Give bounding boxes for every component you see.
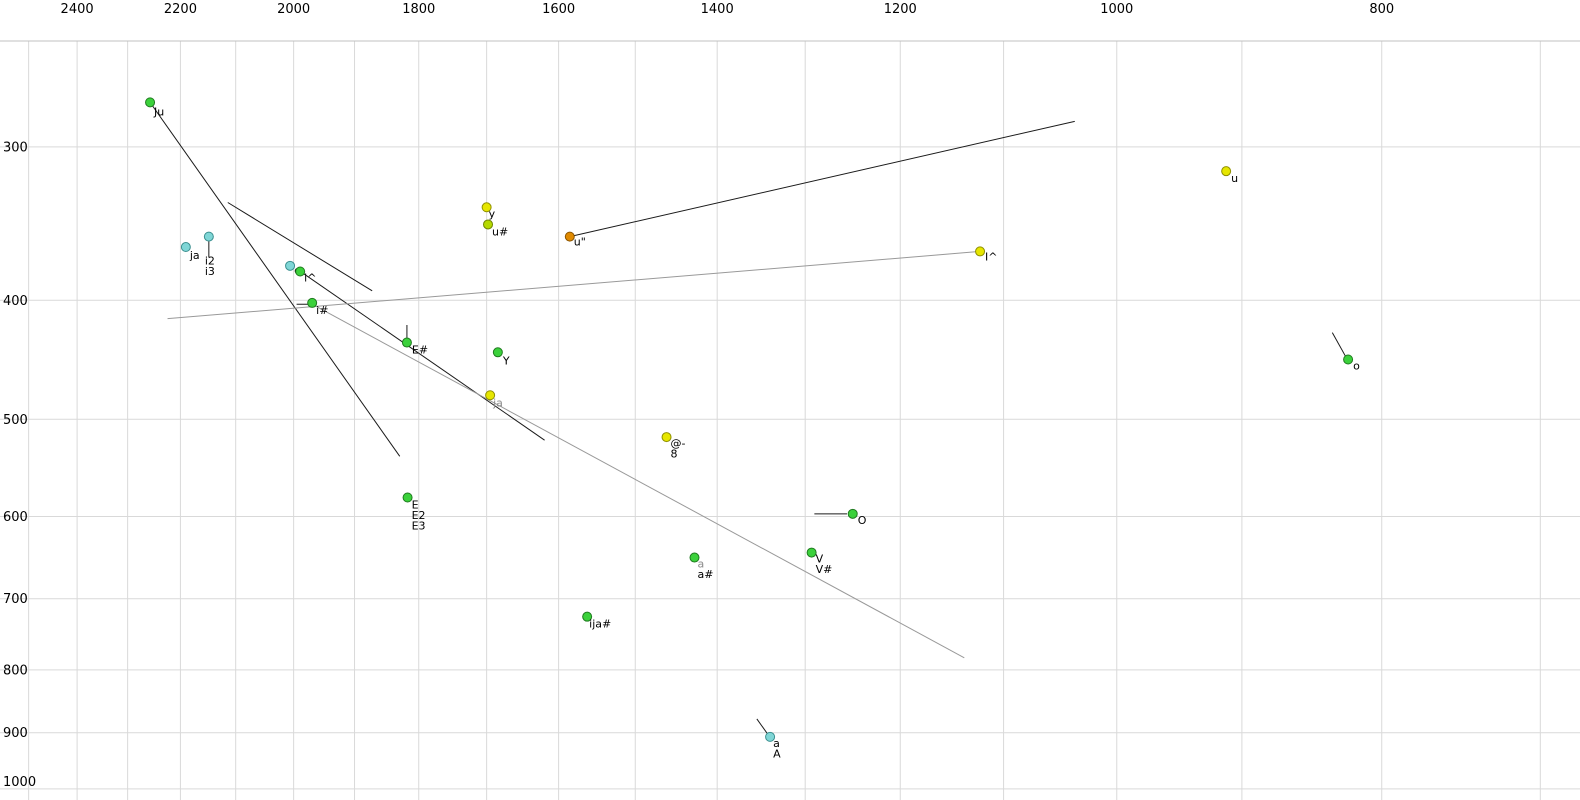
vowel-label-Ju-0: Ju: [153, 105, 164, 118]
vowel-dot-ja-2[interactable]: [485, 390, 496, 401]
data-point-o[interactable]: o: [1343, 354, 1361, 373]
vowel-label-ija-0: ija#: [589, 618, 611, 631]
vowel-label-u-0: u: [1231, 172, 1238, 185]
data-point-at[interactable]: @-8: [661, 432, 686, 461]
tick-label-y-600: 600: [3, 510, 28, 525]
vowel-dot-a-sh[interactable]: [689, 552, 700, 563]
tick-label-x-1400: 1400: [701, 2, 734, 17]
trajectory-traj-u-dq: [569, 120, 1075, 238]
data-point-ija[interactable]: ija#: [582, 611, 612, 631]
vowel-label-E-sh-0: E#: [412, 344, 428, 357]
data-point-aA[interactable]: aA: [765, 731, 782, 760]
vowel-dot-E-sh[interactable]: [401, 337, 412, 348]
vowel-label-E-2: E3: [412, 519, 426, 532]
data-point-E-sh[interactable]: E#: [401, 337, 428, 357]
tick-label-x-2000: 2000: [277, 2, 310, 17]
tick-label-x-2200: 2200: [164, 2, 197, 17]
trajectory-traj-mid: [302, 272, 545, 441]
vowel-dot-y[interactable]: [481, 202, 492, 213]
vowel-dot-I-hat[interactable]: [975, 246, 986, 257]
vowel-label-at-1: 8: [671, 448, 678, 461]
trajectory-traj-gray-up: [167, 250, 981, 320]
vowel-label-a-sh-1: a#: [698, 568, 714, 581]
tick-label-y-1000: 1000: [3, 775, 36, 790]
vowel-dot-e[interactable]: [285, 260, 296, 271]
vowel-label-o-0: o: [1353, 360, 1360, 373]
data-point-a-sh[interactable]: aa#: [689, 552, 714, 581]
data-point-ja-2[interactable]: ja: [485, 390, 503, 410]
data-point-u-dq[interactable]: u": [564, 231, 586, 249]
vowel-label-V-sh-1: V#: [816, 563, 833, 576]
vowel-label-i-sh-0: i#: [316, 304, 328, 317]
vowel-label-V-sh-0: V: [816, 553, 824, 566]
vowel-dot-Ju[interactable]: [145, 97, 156, 108]
tick-label-y-900: 900: [3, 726, 28, 741]
vowel-dot-i-hat[interactable]: [295, 266, 306, 277]
vowel-dot-i2[interactable]: [203, 231, 214, 242]
vowel-label-i-hat-0: i^: [304, 271, 316, 284]
data-point-Ju[interactable]: Ju: [145, 97, 165, 119]
vowel-dot-E[interactable]: [402, 492, 413, 503]
trajectory-traj-upper: [227, 202, 373, 292]
data-point-u[interactable]: u: [1221, 166, 1238, 186]
tick-label-x-1600: 1600: [542, 2, 575, 17]
vowel-dot-ija[interactable]: [582, 611, 593, 622]
vowel-label-a-sh-0: a: [698, 558, 705, 571]
data-point-Y[interactable]: Y: [492, 347, 510, 368]
vowel-label-I-hat-0: I^: [985, 250, 997, 263]
vowel-dot-O[interactable]: [847, 508, 858, 519]
tick-label-y-400: 400: [3, 294, 28, 309]
data-point-V-sh[interactable]: VV#: [806, 547, 833, 576]
vowel-label-u-dq-0: u": [574, 236, 586, 249]
vowel-label-E-0: E: [412, 498, 419, 511]
data-point-O[interactable]: O: [847, 508, 867, 527]
vowel-label-aA-0: a: [773, 737, 780, 750]
data-point-I-hat[interactable]: I^: [975, 246, 998, 264]
vowel-label-ja-1-0: ja: [189, 249, 200, 262]
vowel-dot-aA[interactable]: [765, 731, 776, 742]
tick-label-y-300: 300: [3, 140, 28, 155]
vowel-label-i2-1: i3: [205, 265, 215, 278]
vowel-label-y-0: y: [489, 207, 496, 220]
trajectory-traj-gray-dn: [311, 303, 965, 659]
vowel-label-Y-0: Y: [502, 354, 510, 367]
data-point-i-sh[interactable]: i#: [307, 297, 329, 317]
vowel-label-u-sh-0: u#: [492, 225, 508, 238]
data-point-y[interactable]: y: [481, 202, 496, 221]
vowel-dot-at[interactable]: [661, 432, 672, 443]
tick-label-y-500: 500: [3, 413, 28, 428]
data-point-i-hat[interactable]: i^: [295, 266, 317, 285]
trajectory-traj-Ju: [149, 102, 401, 457]
vowel-dot-i-sh[interactable]: [307, 297, 318, 308]
trajectory-tick-o: [1331, 332, 1348, 359]
vowel-label-i2-0: i2: [205, 255, 215, 268]
tick-label-x-1200: 1200: [884, 2, 917, 17]
vowel-label-at-0: @-: [671, 437, 686, 450]
vowel-dot-o[interactable]: [1343, 354, 1354, 365]
vowel-label-aA-1: A: [773, 747, 781, 760]
tick-label-x-2400: 2400: [61, 2, 94, 17]
vowel-label-ja-2-0: ja: [492, 396, 503, 409]
vowel-dot-u[interactable]: [1221, 166, 1232, 177]
vowel-dot-u-sh[interactable]: [483, 219, 494, 230]
vowel-dot-V-sh[interactable]: [806, 547, 817, 558]
data-point-u-sh[interactable]: u#: [483, 219, 509, 239]
vowel-dot-Y[interactable]: [492, 347, 503, 358]
tick-label-y-800: 800: [3, 663, 28, 678]
vowel-label-E-1: E2: [412, 509, 426, 522]
data-point-ja-1[interactable]: ja: [180, 242, 200, 263]
tick-label-x-1000: 1000: [1100, 2, 1133, 17]
tick-label-x-800: 800: [1369, 2, 1394, 17]
vowel-label-O-0: O: [858, 514, 867, 527]
vowel-dot-ja-1[interactable]: [180, 242, 191, 253]
tick-label-x-1800: 1800: [402, 2, 435, 17]
tick-label-y-700: 700: [3, 592, 28, 607]
vowel-dot-u-dq[interactable]: [564, 231, 575, 242]
